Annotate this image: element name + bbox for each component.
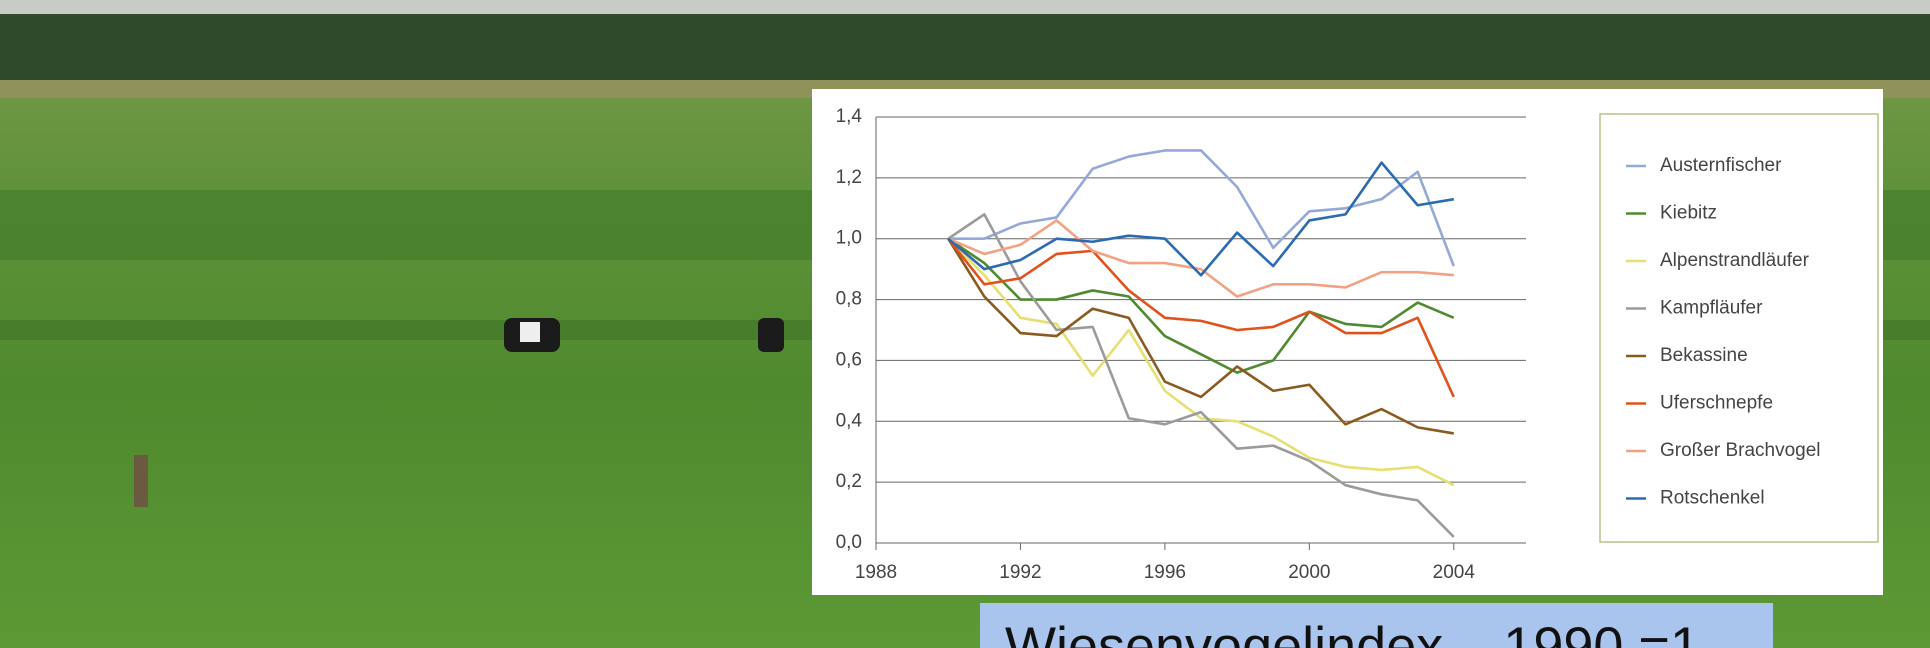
cow-patch bbox=[520, 322, 540, 342]
legend-label: Uferschnepfe bbox=[1660, 393, 1773, 414]
y-tick-label: 0,2 bbox=[836, 471, 862, 492]
legend-label: Rotschenkel bbox=[1660, 488, 1765, 509]
fence-post bbox=[134, 455, 148, 507]
treeline bbox=[0, 14, 1930, 80]
x-tick-label: 1992 bbox=[999, 562, 1041, 583]
legend-label: Austernfischer bbox=[1660, 155, 1782, 176]
y-tick-label: 1,0 bbox=[836, 228, 862, 249]
legend-label: Kampfläufer bbox=[1660, 298, 1763, 319]
x-tick-label: 2000 bbox=[1288, 562, 1330, 583]
y-tick-label: 0,4 bbox=[836, 410, 863, 431]
legend-box bbox=[1600, 114, 1878, 542]
y-tick-label: 1,4 bbox=[836, 106, 863, 127]
legend-label: Kiebitz bbox=[1660, 203, 1717, 224]
page: 0,0 0,2 0,4 0,6 0,8 1,0 1,2 1,4 1988 1992 1996 2000… bbox=[0, 0, 1930, 648]
y-tick-label: 0,6 bbox=[836, 349, 862, 370]
x-tick-label: 1996 bbox=[1144, 562, 1186, 583]
slide: 0,0 0,2 0,4 0,6 0,8 1,0 1,2 1,4 1988 1992 1996 2000… bbox=[0, 0, 1930, 648]
y-tick-label: 0,8 bbox=[836, 289, 862, 310]
legend-label: Großer Brachvogel bbox=[1660, 440, 1821, 461]
cow bbox=[758, 318, 784, 352]
legend-label: Bekassine bbox=[1660, 345, 1748, 366]
x-tick-label: 1988 bbox=[855, 562, 897, 583]
legend-label: Alpenstrandläufer bbox=[1660, 250, 1810, 271]
x-tick-label: 2004 bbox=[1433, 562, 1476, 583]
caption: Wiesenvogelindex – 1990 =1 bbox=[1005, 616, 1700, 648]
y-tick-label: 1,2 bbox=[836, 167, 862, 188]
y-tick-label: 0,0 bbox=[836, 532, 862, 553]
